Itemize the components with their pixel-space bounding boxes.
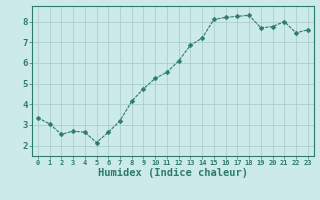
X-axis label: Humidex (Indice chaleur): Humidex (Indice chaleur) bbox=[98, 168, 248, 178]
